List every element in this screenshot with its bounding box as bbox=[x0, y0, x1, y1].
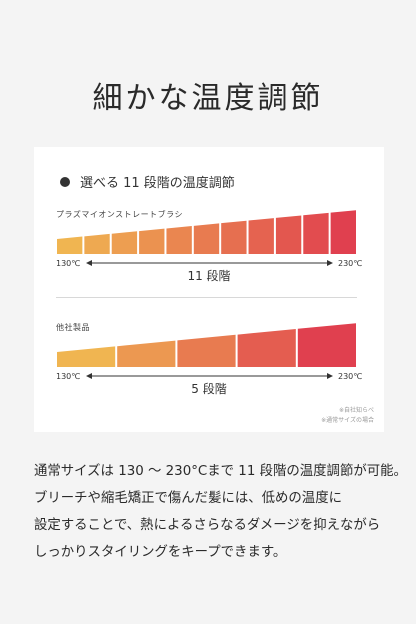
product1-step-5 bbox=[166, 226, 192, 254]
product1-step-7 bbox=[221, 220, 247, 254]
product1-max-temp: 230℃ bbox=[338, 259, 363, 268]
description-line: しっかりスタイリングをキープできます。 bbox=[34, 545, 287, 560]
product1-step-8 bbox=[248, 218, 274, 254]
footnote-research: ※自社知らべ bbox=[338, 407, 374, 414]
product2-max-temp: 230℃ bbox=[338, 372, 363, 381]
page-title: 細かな温度調節 bbox=[92, 81, 324, 116]
product2-min-temp: 130℃ bbox=[56, 372, 81, 381]
description-line: 通常サイズは 130 〜 230°Cまで 11 段階の温度調節が可能。 bbox=[34, 464, 407, 479]
description: 通常サイズは 130 〜 230°Cまで 11 段階の温度調節が可能。 ブリーチ… bbox=[34, 458, 407, 566]
bullet-dot-icon bbox=[60, 176, 70, 187]
steps-graphic bbox=[57, 210, 356, 379]
product1-step-4 bbox=[139, 228, 165, 254]
product1-step-3 bbox=[111, 231, 138, 254]
product1-step-2 bbox=[84, 233, 110, 254]
product2-name: 他社製品 bbox=[56, 323, 90, 332]
product1-step-9 bbox=[275, 215, 302, 254]
product1-steps-label: 11 段階 bbox=[187, 269, 231, 283]
card-heading: 選べる 11 段階の温度調節 bbox=[60, 172, 235, 191]
product1-step-11 bbox=[330, 210, 356, 254]
product2-step-3 bbox=[177, 334, 236, 367]
product2-step-5 bbox=[297, 323, 356, 367]
footnote-size: ※通常サイズの場合 bbox=[321, 417, 374, 424]
range-arrow-2 bbox=[86, 373, 333, 379]
product1-min-temp: 130℃ bbox=[56, 259, 81, 268]
product2-step-4 bbox=[237, 328, 296, 367]
range-arrow-1 bbox=[86, 260, 333, 266]
product2-step-1 bbox=[57, 346, 116, 367]
product1-step-1 bbox=[57, 236, 83, 254]
temperature-chart-card: 選べる 11 段階の温度調節 プラズマイオンストレートブラシ 他社製品 130℃… bbox=[34, 147, 384, 432]
product1-name: プラズマイオンストレートブラシ bbox=[56, 210, 184, 219]
product1-step-6 bbox=[193, 223, 220, 254]
description-line: ブリーチや縮毛矯正で傷んだ髪には、低めの温度に bbox=[34, 491, 342, 506]
section-divider bbox=[56, 297, 357, 298]
product2-step-2 bbox=[117, 340, 176, 367]
description-line: 設定することで、熱によるさらなるダメージを抑えながら bbox=[34, 518, 381, 533]
card-heading-text: 選べる 11 段階の温度調節 bbox=[80, 176, 235, 191]
product1-step-10 bbox=[303, 212, 329, 254]
product2-steps-label: 5 段階 bbox=[191, 382, 227, 396]
